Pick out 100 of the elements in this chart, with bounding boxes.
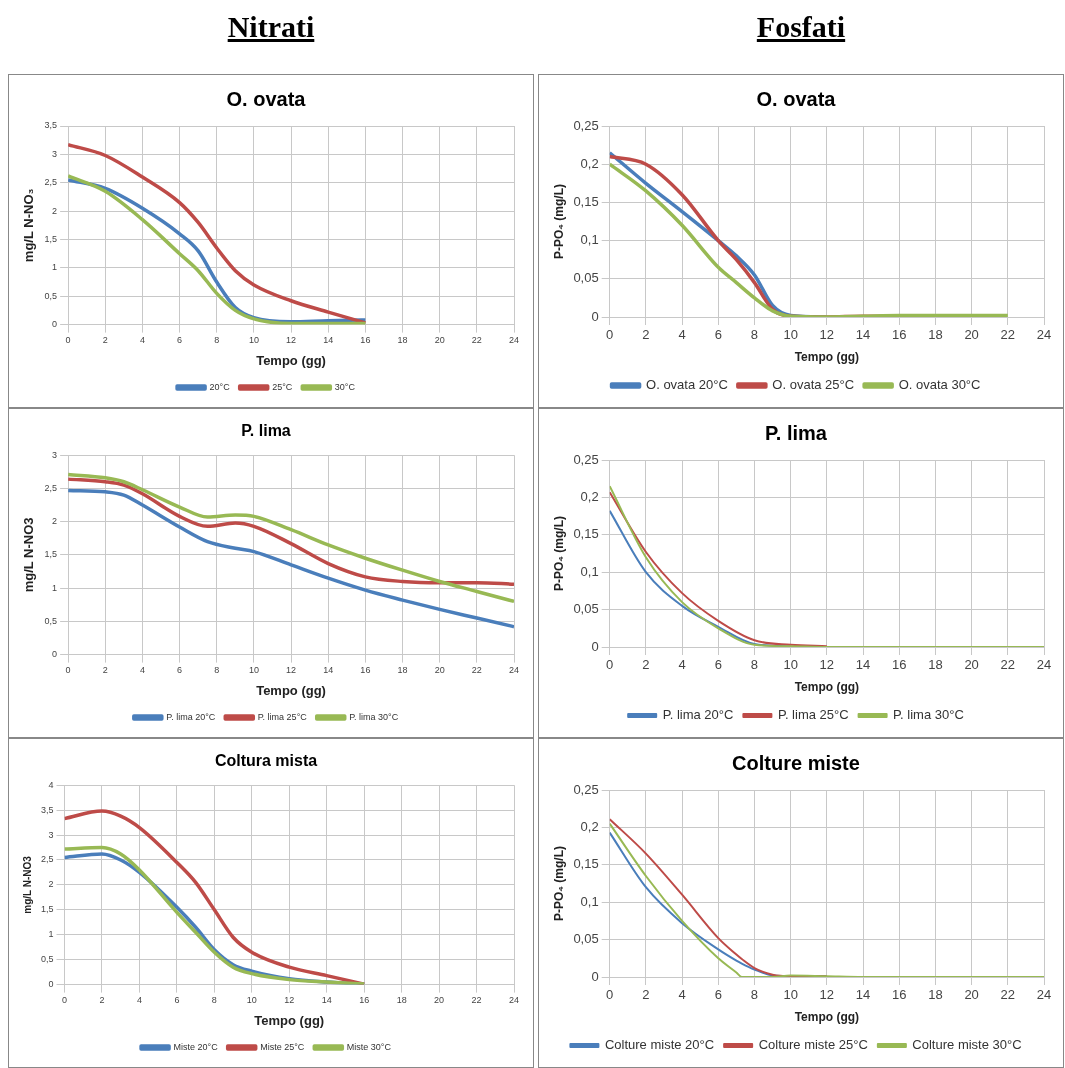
y-tick-label: 0,25 (573, 117, 599, 133)
y-tick-label: 0,15 (573, 856, 599, 872)
x-tick-label: 0 (606, 327, 614, 343)
x-tick-label: 8 (750, 327, 759, 343)
x-tick-label: 12 (284, 995, 295, 1006)
legend-label: O. ovata 25°C (772, 377, 855, 393)
x-tick-label: 12 (819, 657, 835, 673)
x-tick-label: 18 (397, 665, 408, 676)
legend-label: Miste 25°C (260, 1041, 305, 1052)
x-tick-label: 0 (606, 987, 614, 1003)
x-tick-label: 22 (471, 995, 482, 1006)
y-tick-label: 0,2 (580, 488, 599, 504)
x-tick-label: 22 (1000, 987, 1016, 1003)
x-tick-label: 10 (248, 665, 259, 676)
x-tick-label: 12 (286, 665, 297, 676)
legend-label: P. lima 20°C (662, 707, 734, 723)
x-tick-label: 4 (678, 327, 686, 343)
x-tick-label: 16 (892, 327, 907, 343)
legend-label: Miste 20°C (173, 1041, 219, 1052)
y-tick-label: 0 (52, 649, 58, 660)
chart-title: O. ovata (756, 87, 837, 110)
y-axis-title: mg/L N-NO₃ (21, 188, 37, 263)
x-tick-label: 16 (360, 335, 371, 346)
x-axis-title: Tempo (gg) (254, 1012, 325, 1028)
x-axis-title: Tempo (gg) (794, 350, 860, 365)
x-tick-label: 24 (1036, 327, 1052, 343)
x-tick-label: 24 (508, 665, 520, 676)
y-tick-label: 0 (591, 638, 599, 654)
x-tick-label: 24 (1036, 657, 1052, 673)
y-tick-label: 1 (52, 582, 58, 593)
x-tick-label: 0 (65, 665, 71, 676)
x-tick-label: 20 (964, 987, 979, 1003)
x-tick-label: 14 (321, 995, 332, 1006)
legend-label: Colture miste 20°C (604, 1037, 715, 1053)
x-tick-label: 6 (714, 657, 722, 673)
x-tick-label: 14 (855, 327, 871, 343)
y-tick-label: 0,25 (573, 451, 599, 467)
y-axis-title: P-PO₄ (mg/L) (551, 183, 566, 260)
x-tick-label: 24 (1036, 987, 1052, 1003)
y-tick-label: 0,25 (573, 781, 599, 797)
legend-label: O. ovata 30°C (898, 377, 981, 393)
legend-label: P. lima 25°C (257, 711, 308, 722)
x-tick-label: 6 (177, 335, 183, 346)
x-tick-label: 6 (714, 327, 722, 343)
x-tick-label: 10 (783, 657, 798, 673)
x-tick-label: 4 (139, 665, 145, 676)
legend-label: 25°C (272, 381, 293, 392)
legend-label: Miste 30°C (346, 1041, 392, 1052)
x-tick-label: 24 (508, 995, 520, 1006)
y-tick-label: 0 (48, 979, 54, 990)
x-tick-label: 6 (177, 665, 183, 676)
legend-label: 20°C (209, 381, 231, 392)
y-tick-label: 0,5 (44, 615, 58, 626)
legend-label: Colture miste 25°C (758, 1037, 868, 1053)
y-tick-label: 4 (48, 779, 54, 790)
line-series (64, 809, 366, 985)
legend-label: P. lima 25°C (777, 707, 849, 723)
x-tick-label: 20 (964, 657, 979, 673)
y-tick-label: 3 (52, 449, 58, 460)
x-tick-label: 4 (678, 657, 686, 673)
x-tick-label: 20 (434, 335, 445, 346)
y-tick-label: 2 (48, 879, 54, 890)
chart-title: O. ovata (226, 87, 307, 110)
x-tick-label: 2 (642, 987, 650, 1003)
x-tick-label: 2 (102, 665, 108, 676)
x-tick-label: 10 (248, 335, 259, 346)
chart-title: P. lima (241, 422, 291, 440)
x-tick-label: 22 (1000, 327, 1016, 343)
y-tick-label: 1 (48, 929, 54, 940)
x-tick-label: 6 (174, 995, 180, 1006)
x-tick-label: 0 (62, 995, 68, 1006)
x-tick-label: 24 (508, 335, 520, 346)
y-tick-label: 0,2 (580, 155, 599, 171)
text: Nitrati (227, 10, 315, 44)
y-axis-title: mg/L N-NO3 (21, 517, 37, 593)
y-tick-label: 3 (48, 829, 54, 840)
y-tick-label: 0,1 (580, 563, 599, 579)
x-tick-label: 18 (928, 657, 943, 673)
x-tick-label: 18 (396, 995, 407, 1006)
x-tick-label: 2 (102, 335, 108, 346)
x-tick-label: 20 (434, 665, 445, 676)
legend-label: P. lima 20°C (166, 711, 216, 722)
x-tick-label: 8 (750, 987, 759, 1003)
x-tick-label: 2 (642, 657, 650, 673)
y-tick-label: 0,5 (44, 290, 58, 301)
x-tick-label: 10 (783, 327, 798, 343)
y-tick-label: 3,5 (41, 804, 54, 815)
y-tick-label: 3,5 (44, 120, 58, 131)
x-tick-label: 6 (714, 987, 722, 1003)
x-tick-label: 14 (323, 665, 334, 676)
x-axis-title: Tempo (gg) (256, 352, 326, 368)
x-axis-title: Tempo (gg) (794, 680, 860, 695)
x-tick-label: 12 (819, 987, 835, 1003)
x-tick-label: 2 (642, 327, 650, 343)
x-tick-label: 12 (819, 327, 835, 343)
x-tick-label: 16 (359, 995, 370, 1006)
y-tick-label: 0 (52, 319, 58, 330)
y-tick-label: 1 (52, 262, 58, 273)
chart-title: P. lima (765, 421, 828, 444)
y-tick-label: 2 (52, 516, 58, 527)
